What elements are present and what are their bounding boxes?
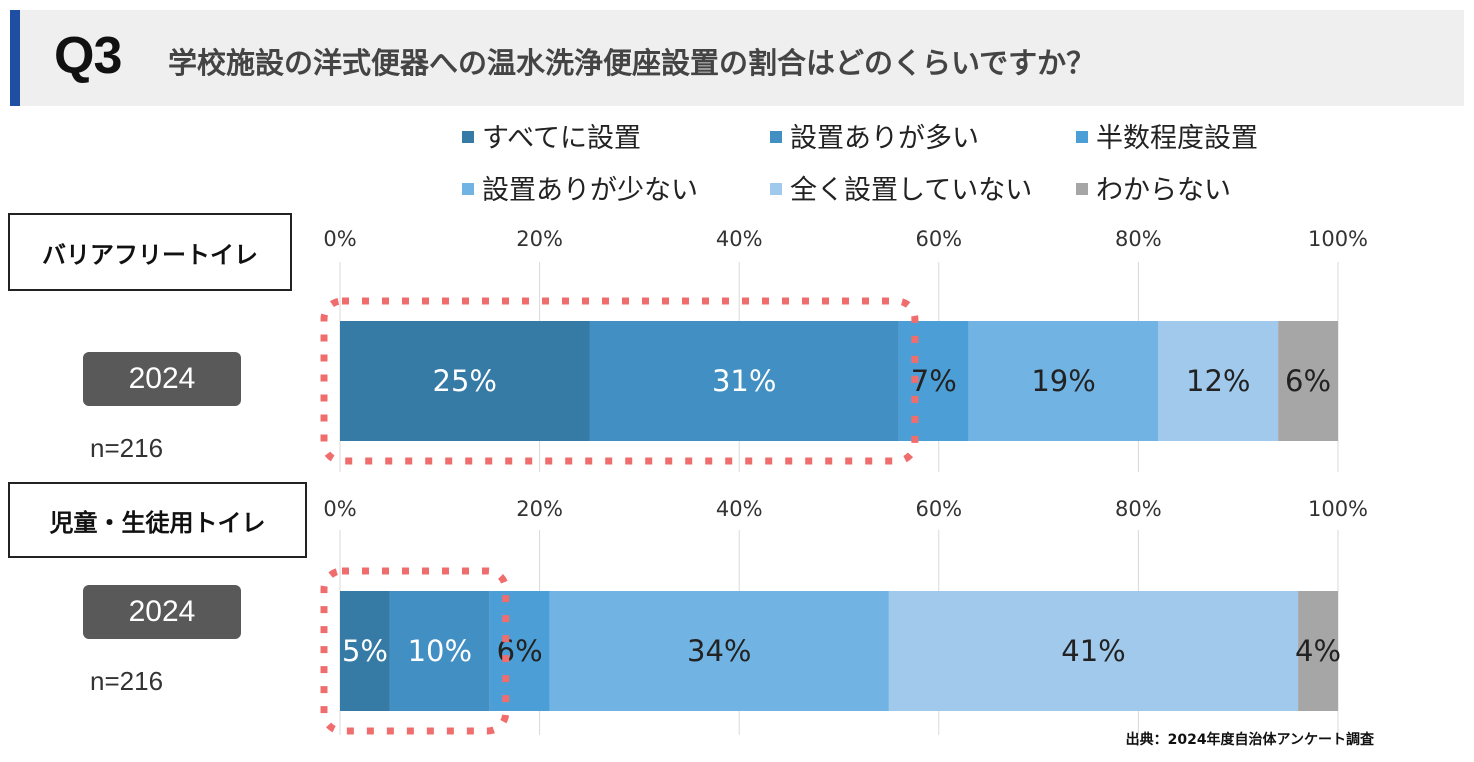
x-tick-label: 60% <box>915 227 962 251</box>
bar-segment <box>888 591 1299 711</box>
question-number: Q3 <box>54 27 122 85</box>
x-tick-label: 100% <box>1308 497 1368 521</box>
data-label: 19% <box>1031 364 1095 398</box>
legend-label: 全く設置していない <box>790 175 1033 206</box>
legend-swatch <box>462 182 474 195</box>
data-label: 41% <box>1061 634 1125 668</box>
bar-segment <box>968 321 1159 441</box>
legend-item: 全く設置していない <box>770 168 1032 207</box>
legend-item: 設置ありが多い <box>770 116 979 155</box>
question-text: 学校施設の洋式便器への温水洗浄便座設置の割合はどのくらいですか？ <box>168 46 1096 80</box>
bar-segment <box>1158 321 1279 441</box>
legend-swatch <box>770 130 782 143</box>
section-title-student: 児童・生徒用トイレ <box>8 482 307 558</box>
highlight-box <box>320 297 919 465</box>
data-label: 4% <box>1295 634 1341 668</box>
x-tick-label: 40% <box>716 497 763 521</box>
x-tick-label: 20% <box>516 497 563 521</box>
year-label: 2024 <box>83 585 241 639</box>
x-tick-label: 20% <box>516 227 563 251</box>
year-label: 2024 <box>83 352 241 406</box>
data-label: 34% <box>687 634 751 668</box>
legend-item: 半数程度設置 <box>1076 116 1258 155</box>
legend-label: わからない <box>1096 175 1231 206</box>
data-label: 6% <box>1285 364 1331 398</box>
legend-swatch <box>770 182 782 195</box>
legend-swatch <box>1076 182 1088 195</box>
x-tick-label: 0% <box>323 227 356 251</box>
legend-item: すべてに設置 <box>462 116 641 155</box>
bar-segment <box>340 591 390 711</box>
legend-label: 設置ありが多い <box>790 123 979 154</box>
bar-segment <box>898 321 969 441</box>
data-label: 25% <box>433 364 497 398</box>
data-label: 5% <box>342 634 388 668</box>
bar-segment <box>589 321 899 441</box>
legend-swatch <box>462 130 474 143</box>
bar-segment <box>389 591 490 711</box>
bar-segment <box>340 321 590 441</box>
bar-segment <box>1278 321 1338 441</box>
legend-label: すべてに設置 <box>482 123 642 154</box>
legend-swatch <box>1076 130 1088 143</box>
bar-segment <box>1298 591 1338 711</box>
x-tick-label: 40% <box>716 227 763 251</box>
bar-segment <box>549 591 889 711</box>
data-label: 31% <box>712 364 776 398</box>
x-tick-label: 100% <box>1308 227 1368 251</box>
legend-label: 半数程度設置 <box>1096 123 1258 154</box>
section-title-barrier-free: バリアフリートイレ <box>8 213 292 291</box>
legend-item: わからない <box>1076 168 1231 207</box>
source-note: 出典：2024年度自治体アンケート調査 <box>1125 732 1374 748</box>
data-label: 7% <box>911 364 957 398</box>
x-tick-label: 0% <box>323 497 356 521</box>
highlight-box <box>320 567 510 735</box>
question-header: Q3 学校施設の洋式便器への温水洗浄便座設置の割合はどのくらいですか？ <box>10 10 1464 106</box>
x-tick-label: 60% <box>915 497 962 521</box>
header-accent-bar <box>10 10 20 106</box>
sample-size: n=216 <box>90 666 164 696</box>
legend-label: 設置ありが少ない <box>482 175 698 206</box>
x-tick-label: 80% <box>1115 497 1162 521</box>
bar-segment <box>489 591 550 711</box>
data-label: 10% <box>408 634 472 668</box>
data-label: 12% <box>1186 364 1250 398</box>
sample-size: n=216 <box>90 433 164 463</box>
x-tick-label: 80% <box>1115 227 1162 251</box>
legend-item: 設置ありが少ない <box>462 168 698 207</box>
